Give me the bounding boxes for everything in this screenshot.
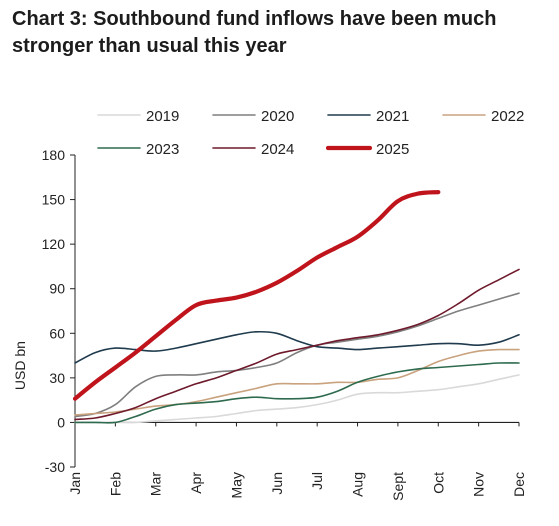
x-tick-label: Oct: [430, 472, 446, 494]
x-tick-label: Apr: [188, 472, 204, 494]
y-tick-label: 180: [42, 147, 66, 163]
y-axis-label: USD bn: [12, 341, 28, 390]
series-line-2019: [74, 374, 520, 424]
x-tick-label: Dec: [511, 472, 527, 497]
x-tick-label: Feb: [107, 472, 123, 496]
y-tick-label: 30: [49, 370, 65, 386]
y-tick-label: 150: [42, 192, 66, 208]
x-tick-label: Aug: [350, 472, 366, 497]
y-tick-label: 120: [42, 236, 66, 252]
series-line-2024: [74, 268, 520, 421]
legend-label-2022: 2022: [491, 108, 524, 125]
chart-title: Chart 3: Southbound fund inflows have be…: [12, 8, 497, 57]
axes: -30 0 30 60 90 120 150 180 Jan Feb Mar Apr May Jun Jul…: [12, 147, 527, 501]
y-tick-label: 90: [49, 281, 65, 297]
x-tick-label: Jul: [309, 472, 325, 490]
y-tick-label: -30: [45, 459, 65, 475]
legend: 2019 2020 2021 2022 2023 2024 2025: [97, 108, 524, 158]
series-layer: [72, 190, 520, 424]
series-line-2023: [74, 362, 520, 424]
legend-label-2024: 2024: [261, 141, 294, 158]
x-tick-label: May: [228, 472, 244, 498]
x-tick-label: Jan: [67, 472, 83, 495]
x-tick-label: Sept: [390, 472, 406, 501]
series-line-2025: [72, 190, 441, 401]
legend-label-2020: 2020: [261, 108, 294, 125]
y-tick-label: 0: [57, 414, 65, 430]
series-line-2020: [74, 292, 520, 418]
legend-label-2025: 2025: [376, 141, 409, 158]
x-tick-label: Nov: [471, 472, 487, 497]
legend-label-2023: 2023: [146, 141, 179, 158]
x-tick-label: Jun: [269, 472, 285, 495]
legend-label-2019: 2019: [146, 108, 179, 125]
legend-label-2021: 2021: [376, 108, 409, 125]
x-tick-label: Mar: [148, 472, 164, 496]
series-line-2021: [74, 330, 520, 364]
y-tick-label: 60: [49, 325, 65, 341]
series-line-2022: [74, 348, 520, 416]
